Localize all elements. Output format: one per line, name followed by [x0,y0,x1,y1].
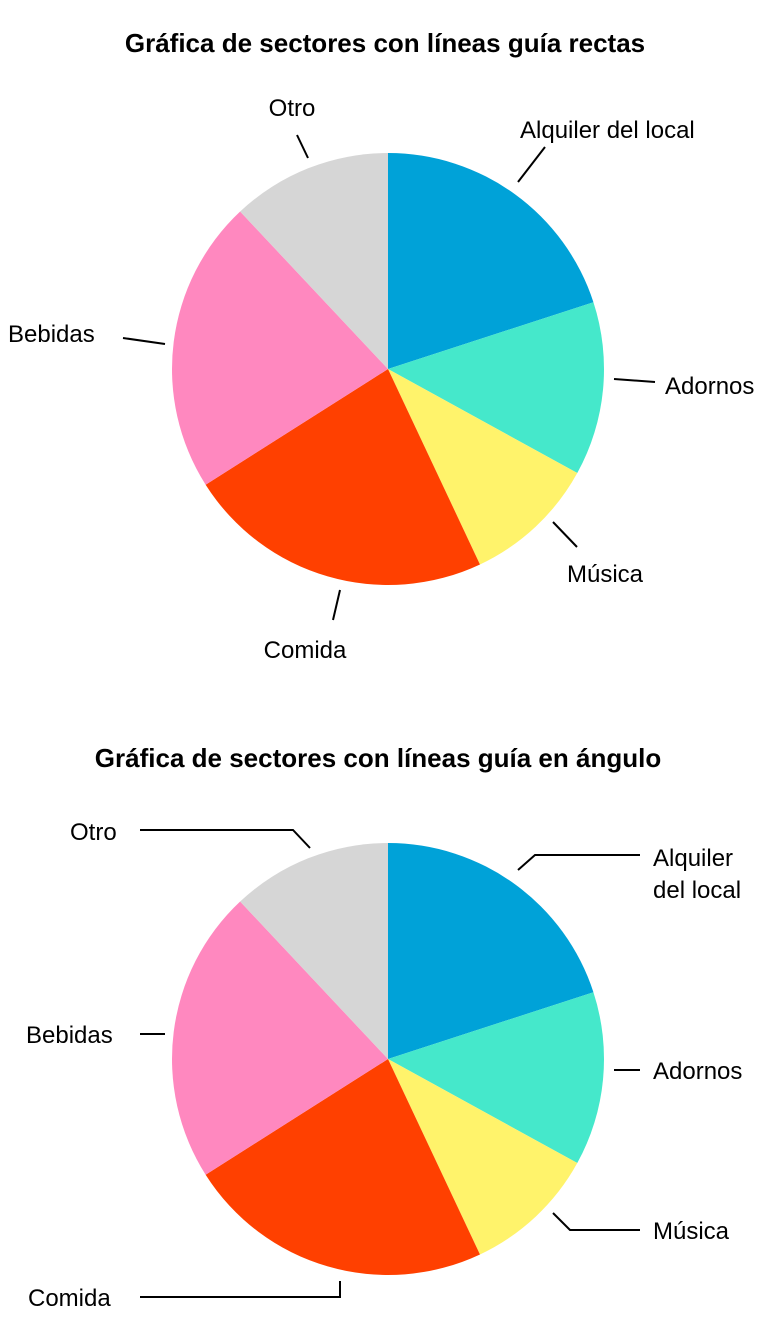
slice-label: Música [567,561,644,588]
leader-line [613,378,656,383]
slice-label: del local [653,877,741,904]
pie-slices [172,153,605,585]
pie-slice-otro [240,843,388,1059]
slice-label: Comida [28,1285,111,1312]
slice-label: Adornos [665,373,754,400]
pie-slice-musica [388,1059,578,1255]
chart-angled-leaders: Gráfica de sectores con líneas guía en á… [26,743,742,1312]
pie-slice-adornos [388,992,605,1164]
slice-label: Bebidas [8,321,95,348]
pie-slice-comida [205,369,480,585]
slice-label: Adornos [653,1058,742,1085]
leader-line [552,521,578,548]
pie-slice-musica [388,369,578,565]
leader-line [517,854,640,871]
pie-slice-bebidas [172,211,388,485]
leader-line [140,1281,341,1298]
leader-line [296,134,309,159]
slice-label: Bebidas [26,1022,113,1049]
pie-slice-otro [240,153,388,369]
pie-slice-alquiler-del-local [388,153,594,369]
leader-line [517,146,546,183]
slice-label: Otro [70,819,117,846]
slice-label: Comida [264,637,347,664]
chart-straight-leaders: Gráfica de sectores con líneas guía rect… [8,28,754,664]
pie-slices [172,843,605,1275]
leader-line [552,1212,640,1231]
pie-slice-bebidas [172,901,388,1175]
slice-label: Música [653,1218,730,1245]
slice-label: Otro [269,95,316,122]
pie-slice-comida [205,1059,480,1275]
chart-title: Gráfica de sectores con líneas guía en á… [95,743,661,773]
leader-line [332,589,341,621]
chart-title: Gráfica de sectores con líneas guía rect… [125,28,645,58]
pie-slice-alquiler-del-local [388,843,594,1059]
slice-label: Alquiler del local [520,117,695,144]
leader-line [122,337,166,345]
slice-label: Alquiler [653,845,733,872]
leader-line [140,829,311,849]
pie-slice-adornos [388,302,605,474]
